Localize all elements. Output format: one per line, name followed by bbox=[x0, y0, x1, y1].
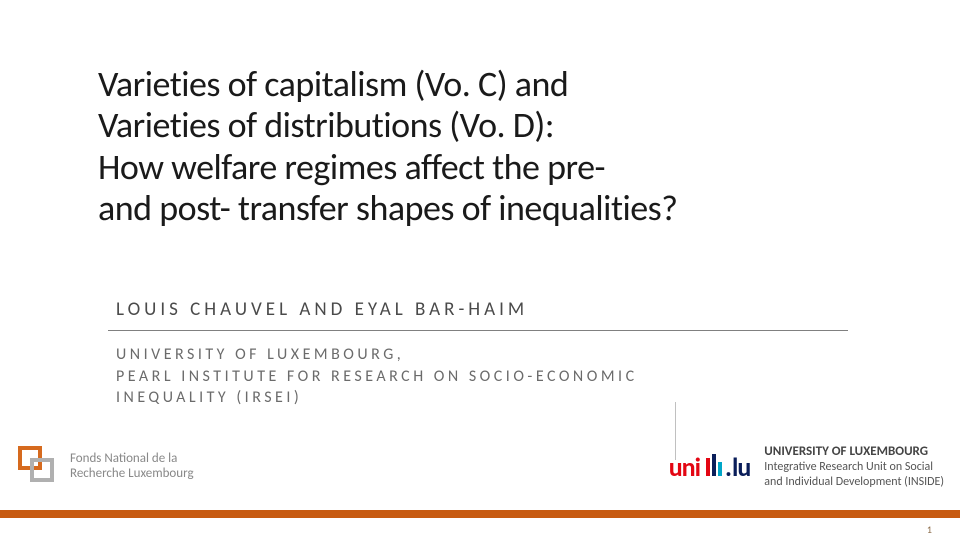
title-line: and post- transfer shapes of inequalitie… bbox=[98, 186, 677, 230]
divider-line bbox=[108, 330, 848, 331]
logo-row: Fonds National de la Recherche Luxembour… bbox=[0, 432, 960, 502]
affiliation-line: PEARL INSTITUTE FOR RESEARCH ON SOCIO-EC… bbox=[116, 367, 638, 386]
unilu-dot: . bbox=[725, 451, 732, 483]
unilu-line: Integrative Research Unit on Social bbox=[764, 460, 944, 475]
fnr-line: Fonds National de la bbox=[70, 451, 177, 466]
unilu-logo-block: uni . lu UNIVERSITY OF LUXEMBOURG Integr… bbox=[669, 444, 944, 490]
unilu-bars-icon bbox=[706, 454, 722, 476]
unilu-wordmark: uni . lu bbox=[669, 451, 751, 483]
unilu-line: and Individual Development (INSIDE) bbox=[764, 475, 944, 490]
slide: Varieties of capitalism (Vo. C) and Vari… bbox=[0, 0, 960, 540]
fnr-line: Recherche Luxembourg bbox=[70, 466, 194, 481]
fnr-logo: Fonds National de la Recherche Luxembour… bbox=[18, 446, 194, 488]
page-number: 1 bbox=[927, 523, 932, 536]
fnr-icon bbox=[18, 446, 60, 488]
logo-separator bbox=[675, 402, 676, 460]
unilu-uni: uni bbox=[669, 451, 700, 483]
bottom-accent-bar bbox=[0, 510, 960, 518]
title-line: How welfare regimes affect the pre- bbox=[98, 145, 605, 189]
affiliation-line: UNIVERSITY OF LUXEMBOURG, bbox=[116, 345, 404, 364]
slide-title: Varieties of capitalism (Vo. C) and Vari… bbox=[98, 64, 858, 230]
title-line: Varieties of capitalism (Vo. C) and bbox=[98, 62, 568, 106]
authors: LOUIS CHAUVEL AND EYAL BAR-HAIM bbox=[116, 298, 528, 321]
unilu-line: UNIVERSITY OF LUXEMBOURG bbox=[764, 444, 944, 460]
title-line: Varieties of distributions (Vo. D): bbox=[98, 103, 554, 147]
title-block: Varieties of capitalism (Vo. C) and Vari… bbox=[98, 64, 858, 230]
affiliation-line: INEQUALITY (IRSEI) bbox=[116, 388, 302, 407]
affiliation: UNIVERSITY OF LUXEMBOURG, PEARL INSTITUT… bbox=[116, 344, 638, 409]
unilu-text: UNIVERSITY OF LUXEMBOURG Integrative Res… bbox=[764, 444, 944, 490]
fnr-text: Fonds National de la Recherche Luxembour… bbox=[70, 452, 194, 482]
unilu-lu: lu bbox=[732, 451, 750, 483]
